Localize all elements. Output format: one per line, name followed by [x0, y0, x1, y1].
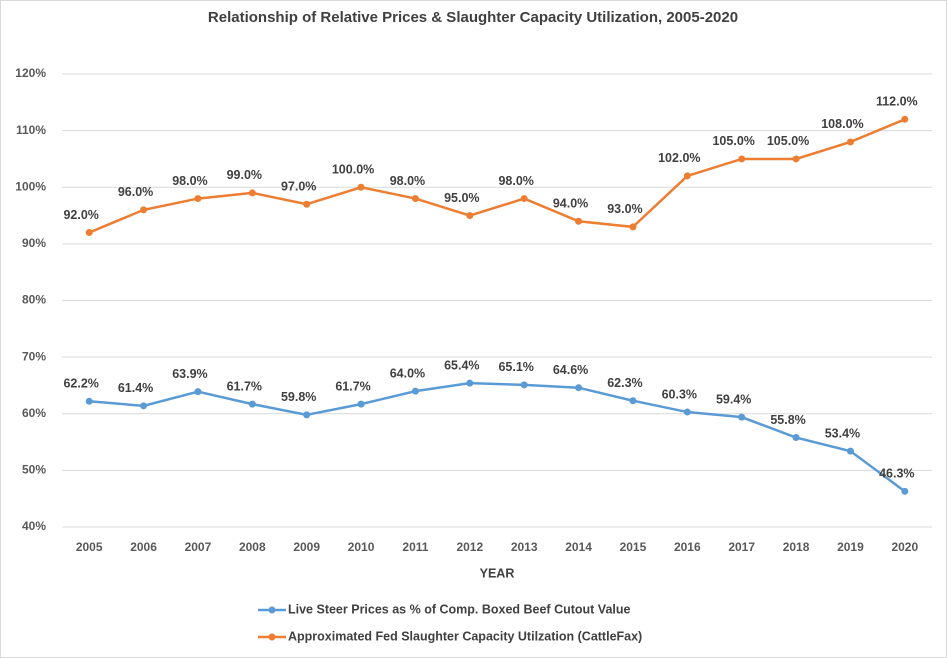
data-point [466, 212, 474, 220]
data-point [85, 397, 93, 405]
data-label: 53.4% [825, 426, 860, 440]
data-label: 63.9% [172, 367, 207, 381]
x-tick-label: 2014 [565, 540, 592, 554]
series-line [88, 118, 906, 234]
x-tick-label: 2005 [76, 540, 103, 554]
data-point [901, 115, 909, 123]
data-label: 61.7% [227, 379, 262, 393]
x-tick-label: 2013 [511, 540, 538, 554]
data-label: 46.3% [879, 467, 914, 481]
data-point [575, 217, 583, 225]
x-tick-label: 2016 [674, 540, 701, 554]
data-point [411, 387, 419, 395]
data-point [738, 155, 746, 163]
data-point [520, 381, 528, 389]
y-tick-label: 60% [22, 406, 46, 420]
x-tick-label: 2015 [620, 540, 647, 554]
data-point [194, 195, 202, 203]
data-point [194, 388, 202, 396]
y-tick-label: 110% [16, 123, 46, 137]
y-tick-label: 70% [22, 349, 46, 363]
data-label: 108.0% [821, 117, 863, 131]
data-label: 59.8% [281, 390, 316, 404]
series-line [89, 381, 906, 493]
data-point [792, 434, 800, 442]
y-tick-label: 120% [15, 66, 46, 80]
data-point [140, 402, 148, 410]
data-label: 93.0% [607, 202, 642, 216]
data-label: 98.0% [390, 174, 425, 188]
x-tick-label: 2010 [348, 540, 375, 554]
legend-label: Live Steer Prices as % of Comp. Boxed Be… [288, 602, 631, 616]
legend-marker [268, 606, 276, 614]
x-tick-label: 2011 [402, 540, 428, 554]
data-label: 99.0% [227, 168, 262, 182]
data-label: 105.0% [712, 134, 754, 148]
data-label: 61.4% [118, 381, 153, 395]
data-label: 59.4% [716, 392, 751, 406]
data-label: 92.0% [63, 208, 98, 222]
x-tick-label: 2019 [837, 540, 864, 554]
data-label: 62.3% [607, 376, 642, 390]
x-tick-label: 2008 [239, 540, 266, 554]
y-tick-label: 80% [22, 293, 46, 307]
data-label: 97.0% [281, 180, 316, 194]
data-label: 61.7% [335, 379, 370, 393]
y-tick-label: 100% [15, 179, 46, 193]
data-point [683, 408, 691, 416]
data-label: 98.0% [498, 174, 533, 188]
data-point [520, 195, 528, 203]
data-point [629, 397, 637, 405]
data-point [846, 447, 854, 455]
data-point [357, 183, 365, 191]
x-tick-label: 2017 [728, 540, 755, 554]
data-label: 65.1% [498, 360, 533, 374]
data-label: 65.4% [444, 358, 479, 372]
data-label: 105.0% [767, 134, 809, 148]
data-label: 96.0% [118, 185, 153, 199]
x-tick-label: 2012 [456, 540, 483, 554]
chart-title: Relationship of Relative Prices & Slaugh… [208, 9, 738, 26]
y-tick-label: 50% [22, 463, 46, 477]
data-point [846, 138, 854, 146]
data-label: 55.8% [770, 413, 805, 427]
x-tick-label: 2018 [783, 540, 810, 554]
data-point [901, 487, 909, 495]
data-point [738, 413, 746, 421]
data-label: 64.6% [553, 363, 588, 377]
data-label: 62.2% [63, 377, 98, 391]
data-point [85, 229, 93, 237]
data-point [575, 384, 583, 392]
data-point [248, 189, 256, 197]
legend-marker [268, 633, 276, 641]
data-label: 112.0% [876, 95, 918, 109]
data-label: 98.0% [172, 174, 207, 188]
data-label: 100.0% [332, 163, 374, 177]
data-point [357, 400, 365, 408]
data-point [303, 200, 311, 208]
data-point [683, 172, 691, 180]
data-point [248, 400, 256, 408]
x-axis-label: YEAR [480, 566, 515, 580]
x-tick-label: 2020 [891, 540, 918, 554]
x-tick-label: 2006 [130, 540, 157, 554]
data-label: 102.0% [658, 151, 700, 165]
data-label: 94.0% [553, 197, 588, 211]
y-tick-label: 90% [22, 236, 46, 250]
legend-label: Approximated Fed Slaughter Capacity Util… [288, 629, 642, 643]
y-tick-label: 40% [22, 519, 46, 533]
data-label: 60.3% [662, 387, 697, 401]
data-label: 95.0% [444, 191, 479, 205]
data-label: 64.0% [390, 366, 425, 380]
data-point [411, 195, 419, 203]
data-point [629, 223, 637, 231]
data-point [303, 411, 311, 419]
data-point [792, 155, 800, 163]
x-tick-label: 2009 [293, 540, 320, 554]
data-point [466, 379, 474, 387]
data-point [140, 206, 148, 214]
x-tick-label: 2007 [185, 540, 212, 554]
